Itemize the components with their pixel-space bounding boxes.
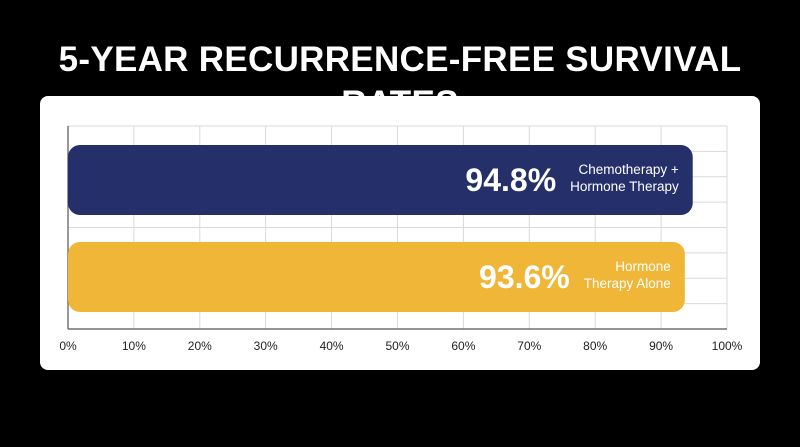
bar-2-label: Hormone Therapy Alone [584,259,671,291]
x-tick-label: 70% [517,339,541,353]
bar-1-label: Chemotherapy + Hormone Therapy [570,162,679,194]
x-tick-label: 20% [188,339,212,353]
bar-2 [68,242,685,312]
bar-1-value-label: 94.8% [465,162,556,198]
x-tick-label: 40% [320,339,344,353]
x-tick-label: 30% [254,339,278,353]
bar-chart: 0% 10% 20% 30% 40% 50% 60% 70% 80% 90% 100% Chemoth… [59,125,743,353]
x-tick-label: 60% [451,339,475,353]
x-tick-label: 100% [712,339,743,353]
x-tick-label: 10% [122,339,146,353]
bar-2-value-label: 93.6% [479,259,570,295]
x-tick-label: 90% [649,339,673,353]
x-tick-label: 50% [385,339,409,353]
bar-1 [68,145,693,215]
chart-panel: 0% 10% 20% 30% 40% 50% 60% 70% 80% 90% 100% Chemoth… [40,96,760,370]
x-tick-label: 80% [583,339,607,353]
x-tick-label: 0% [59,339,77,353]
